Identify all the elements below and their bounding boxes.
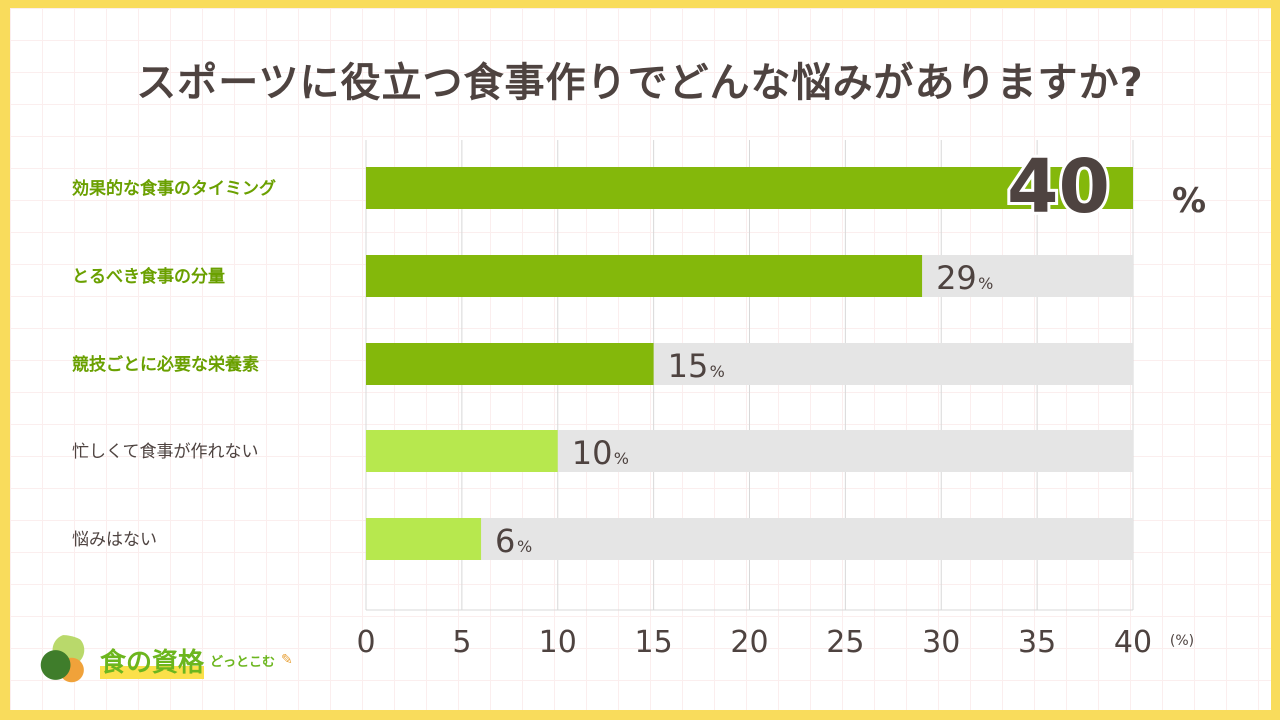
value-unit: % bbox=[1172, 181, 1206, 221]
value-label: 6 bbox=[495, 522, 515, 560]
bar bbox=[366, 343, 654, 385]
category-label: とるべき食事の分量 bbox=[72, 266, 225, 287]
category-label: 効果的な食事のタイミング bbox=[72, 178, 276, 199]
x-tick-label: 20 bbox=[730, 625, 768, 660]
logo-name: 食の資格 bbox=[100, 641, 205, 679]
x-tick-label: 30 bbox=[922, 625, 960, 660]
pencil-icon: ✎ bbox=[281, 652, 293, 668]
category-label: 悩みはない bbox=[72, 530, 157, 550]
bar bbox=[366, 255, 923, 297]
chart-title: スポーツに役立つ食事作りでどんな悩みがありますか? bbox=[136, 60, 1144, 106]
category-label: 競技ごとに必要な栄養素 bbox=[72, 354, 259, 375]
value-label: 10 bbox=[572, 434, 613, 472]
value-unit: % bbox=[978, 274, 993, 293]
x-tick-label: 5 bbox=[452, 625, 471, 660]
vegetables-icon bbox=[30, 635, 94, 685]
x-tick-label: 10 bbox=[539, 625, 577, 660]
x-unit-label: (%) bbox=[1170, 633, 1194, 649]
x-tick-label: 15 bbox=[635, 625, 673, 660]
x-tick-label: 40 bbox=[1114, 625, 1152, 660]
bar bbox=[366, 430, 558, 472]
bar bbox=[366, 518, 482, 560]
value-unit: % bbox=[517, 537, 532, 556]
value-unit: % bbox=[710, 362, 725, 381]
x-tick-label: 25 bbox=[826, 625, 864, 660]
logo-sub: どっとこむ bbox=[210, 654, 276, 670]
category-label: 忙しくて食事が作れない bbox=[72, 442, 259, 462]
value-label: 40 bbox=[1007, 144, 1110, 230]
value-label: 15 bbox=[668, 347, 709, 385]
value-unit: % bbox=[614, 449, 629, 468]
bar-track bbox=[366, 518, 1133, 560]
x-tick-label: 0 bbox=[356, 625, 375, 660]
x-tick-label: 35 bbox=[1018, 625, 1056, 660]
logo[interactable]: 食の資格 どっとこむ ✎ bbox=[30, 635, 293, 685]
bar bbox=[366, 167, 1133, 209]
value-label: 29 bbox=[936, 259, 977, 297]
